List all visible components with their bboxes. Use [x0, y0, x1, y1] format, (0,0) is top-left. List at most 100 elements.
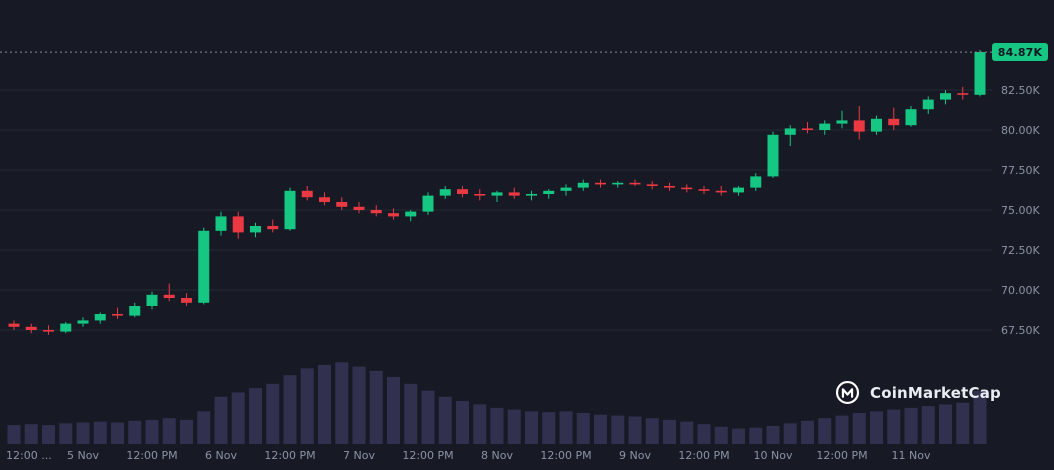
- volume-bar: [818, 418, 832, 444]
- watermark: CoinMarketCap: [834, 379, 1001, 406]
- volume-bar: [352, 366, 366, 444]
- volume-bar: [801, 420, 814, 444]
- candle-up: [560, 187, 572, 191]
- candle-down: [853, 120, 865, 132]
- volume-bar: [680, 421, 694, 444]
- candle-up: [784, 128, 796, 135]
- candle-up: [612, 182, 624, 185]
- volume-bar: [507, 409, 521, 444]
- y-axis-label: 82.50K: [1001, 84, 1040, 97]
- y-axis-label: 72.50K: [1001, 244, 1040, 257]
- volume-series: [7, 362, 987, 444]
- volume-bar: [111, 422, 124, 444]
- candle-up: [146, 294, 158, 306]
- x-axis-label: 5 Nov: [67, 449, 99, 462]
- grid-lines: [0, 89, 992, 331]
- candle-up: [733, 187, 744, 193]
- candle-down: [957, 93, 969, 95]
- volume-bar: [611, 415, 625, 444]
- volume-bar: [594, 414, 607, 444]
- candle-down: [112, 314, 123, 316]
- x-axis-label: 12:00 PM: [678, 449, 729, 462]
- volume-bar: [732, 428, 745, 444]
- y-axis-label: 67.50K: [1001, 324, 1040, 337]
- volume-bar: [266, 383, 280, 444]
- x-axis-label: 10 Nov: [754, 449, 793, 462]
- volume-bar: [887, 409, 901, 444]
- candle-up: [940, 93, 951, 100]
- candle-up: [284, 190, 296, 230]
- volume-bar: [939, 404, 952, 444]
- volume-bar: [283, 375, 297, 444]
- candle-down: [715, 190, 727, 193]
- volume-bar: [473, 404, 487, 444]
- x-axis-label: 12:00 PM: [402, 449, 453, 462]
- volume-bar: [525, 411, 538, 444]
- candle-down: [646, 184, 658, 186]
- volume-bar: [438, 396, 452, 444]
- volume-bar: [404, 383, 418, 444]
- candle-up: [543, 190, 555, 194]
- candle-down: [698, 189, 710, 191]
- volume-bar: [421, 390, 435, 444]
- volume-bar: [318, 364, 331, 444]
- candle-down: [664, 186, 675, 188]
- candle-down: [681, 187, 693, 190]
- volume-bar: [162, 418, 176, 444]
- candle-down: [267, 226, 279, 230]
- candle-up: [922, 99, 934, 110]
- candle-up: [974, 52, 986, 95]
- volume-bar: [645, 418, 659, 444]
- candle-up: [439, 189, 451, 196]
- y-axis-label: 70.00K: [1001, 284, 1040, 297]
- candle-down: [301, 190, 313, 198]
- volume-bar: [783, 423, 797, 444]
- watermark-text: CoinMarketCap: [870, 383, 1001, 402]
- candle-up: [60, 323, 72, 332]
- volume-bar: [249, 388, 262, 444]
- candle-up: [250, 226, 261, 233]
- candle-down: [508, 192, 520, 196]
- volume-bar: [145, 419, 159, 444]
- candle-down: [802, 128, 813, 130]
- candle-up: [94, 314, 106, 321]
- candle-up: [819, 123, 831, 130]
- candle-down: [370, 210, 382, 214]
- volume-bar: [542, 412, 556, 444]
- candle-up: [836, 120, 848, 124]
- volume-bar: [387, 376, 400, 444]
- coinmarketcap-logo-icon: [835, 380, 860, 405]
- volume-bar: [663, 419, 676, 444]
- candle-up: [77, 320, 89, 324]
- y-axis-labels: 82.50K 80.00K 77.50K 75.00K 72.50K 70.00K 67.5…: [1001, 84, 1040, 337]
- x-axis-labels: 12:00 ... 5 Nov 12:00 PM 6 Nov 12:00 PM 7 Nov…: [6, 449, 931, 462]
- volume-bar: [24, 424, 38, 444]
- candle-down: [232, 216, 244, 233]
- candle-down: [163, 294, 175, 298]
- candle-up: [405, 211, 417, 217]
- x-axis-label: 12:00 PM: [540, 449, 591, 462]
- volume-bar: [300, 368, 314, 444]
- volume-bar: [628, 416, 642, 444]
- x-axis-label: 7 Nov: [343, 449, 375, 462]
- candle-up: [767, 134, 779, 177]
- volume-bar: [766, 425, 780, 444]
- candle-up: [871, 118, 882, 132]
- y-axis-label: 75.00K: [1001, 204, 1040, 217]
- candle-up: [129, 306, 141, 316]
- candle-down: [319, 197, 330, 202]
- candlestick-series: [8, 50, 986, 335]
- candle-up: [577, 182, 589, 188]
- x-axis-label: 12:00 PM: [126, 449, 177, 462]
- volume-bar: [490, 407, 504, 444]
- volume-bar: [559, 411, 573, 444]
- candle-down: [457, 189, 468, 194]
- volume-bar: [128, 420, 142, 444]
- candle-down: [336, 202, 348, 207]
- candle-up: [215, 216, 227, 231]
- volume-bar: [59, 423, 73, 444]
- volume-bar: [231, 392, 245, 444]
- candle-down: [474, 194, 486, 196]
